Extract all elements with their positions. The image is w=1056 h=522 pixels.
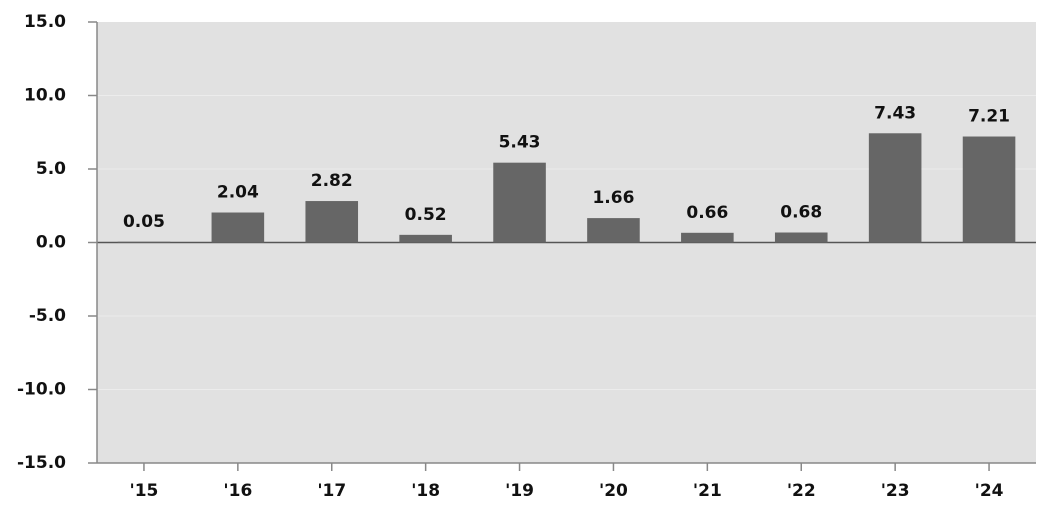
x-tick-label: '16: [223, 481, 252, 501]
value-label: 7.21: [968, 107, 1010, 127]
value-label: 1.66: [592, 188, 634, 208]
x-tick-label: '20: [599, 481, 628, 501]
value-label: 0.68: [780, 203, 822, 223]
y-tick-label: 0.0: [36, 233, 66, 253]
x-tick-label: '17: [317, 481, 346, 501]
value-label: 0.66: [686, 203, 728, 223]
x-tick-label: '19: [505, 481, 534, 501]
bar: [962, 136, 1016, 243]
value-label: 5.43: [499, 133, 541, 153]
value-label: 2.04: [217, 183, 259, 203]
x-tick-label: '22: [787, 481, 816, 501]
bar: [117, 241, 171, 243]
bar: [868, 133, 922, 243]
x-tick-label: '21: [693, 481, 722, 501]
bar: [587, 218, 640, 243]
bar: [774, 232, 828, 243]
value-label: 7.43: [874, 103, 916, 123]
x-tick-label: '24: [975, 481, 1004, 501]
bar: [681, 232, 734, 243]
value-label: 2.82: [311, 171, 353, 191]
y-tick-label: 10.0: [24, 86, 66, 106]
bar: [305, 201, 359, 243]
x-tick-label: '15: [130, 481, 159, 501]
y-tick-label: -10.0: [17, 380, 66, 400]
x-tick-label: '23: [881, 481, 910, 501]
y-tick-label: 5.0: [36, 159, 66, 179]
y-tick-label: -5.0: [29, 306, 66, 326]
y-tick-label: -15.0: [17, 453, 66, 473]
value-label: 0.05: [123, 212, 165, 232]
bar: [399, 234, 452, 243]
bar: [211, 212, 265, 243]
bar: [493, 162, 546, 243]
value-label: 0.52: [405, 205, 447, 225]
y-tick-label: 15.0: [24, 12, 66, 32]
x-tick-label: '18: [411, 481, 440, 501]
